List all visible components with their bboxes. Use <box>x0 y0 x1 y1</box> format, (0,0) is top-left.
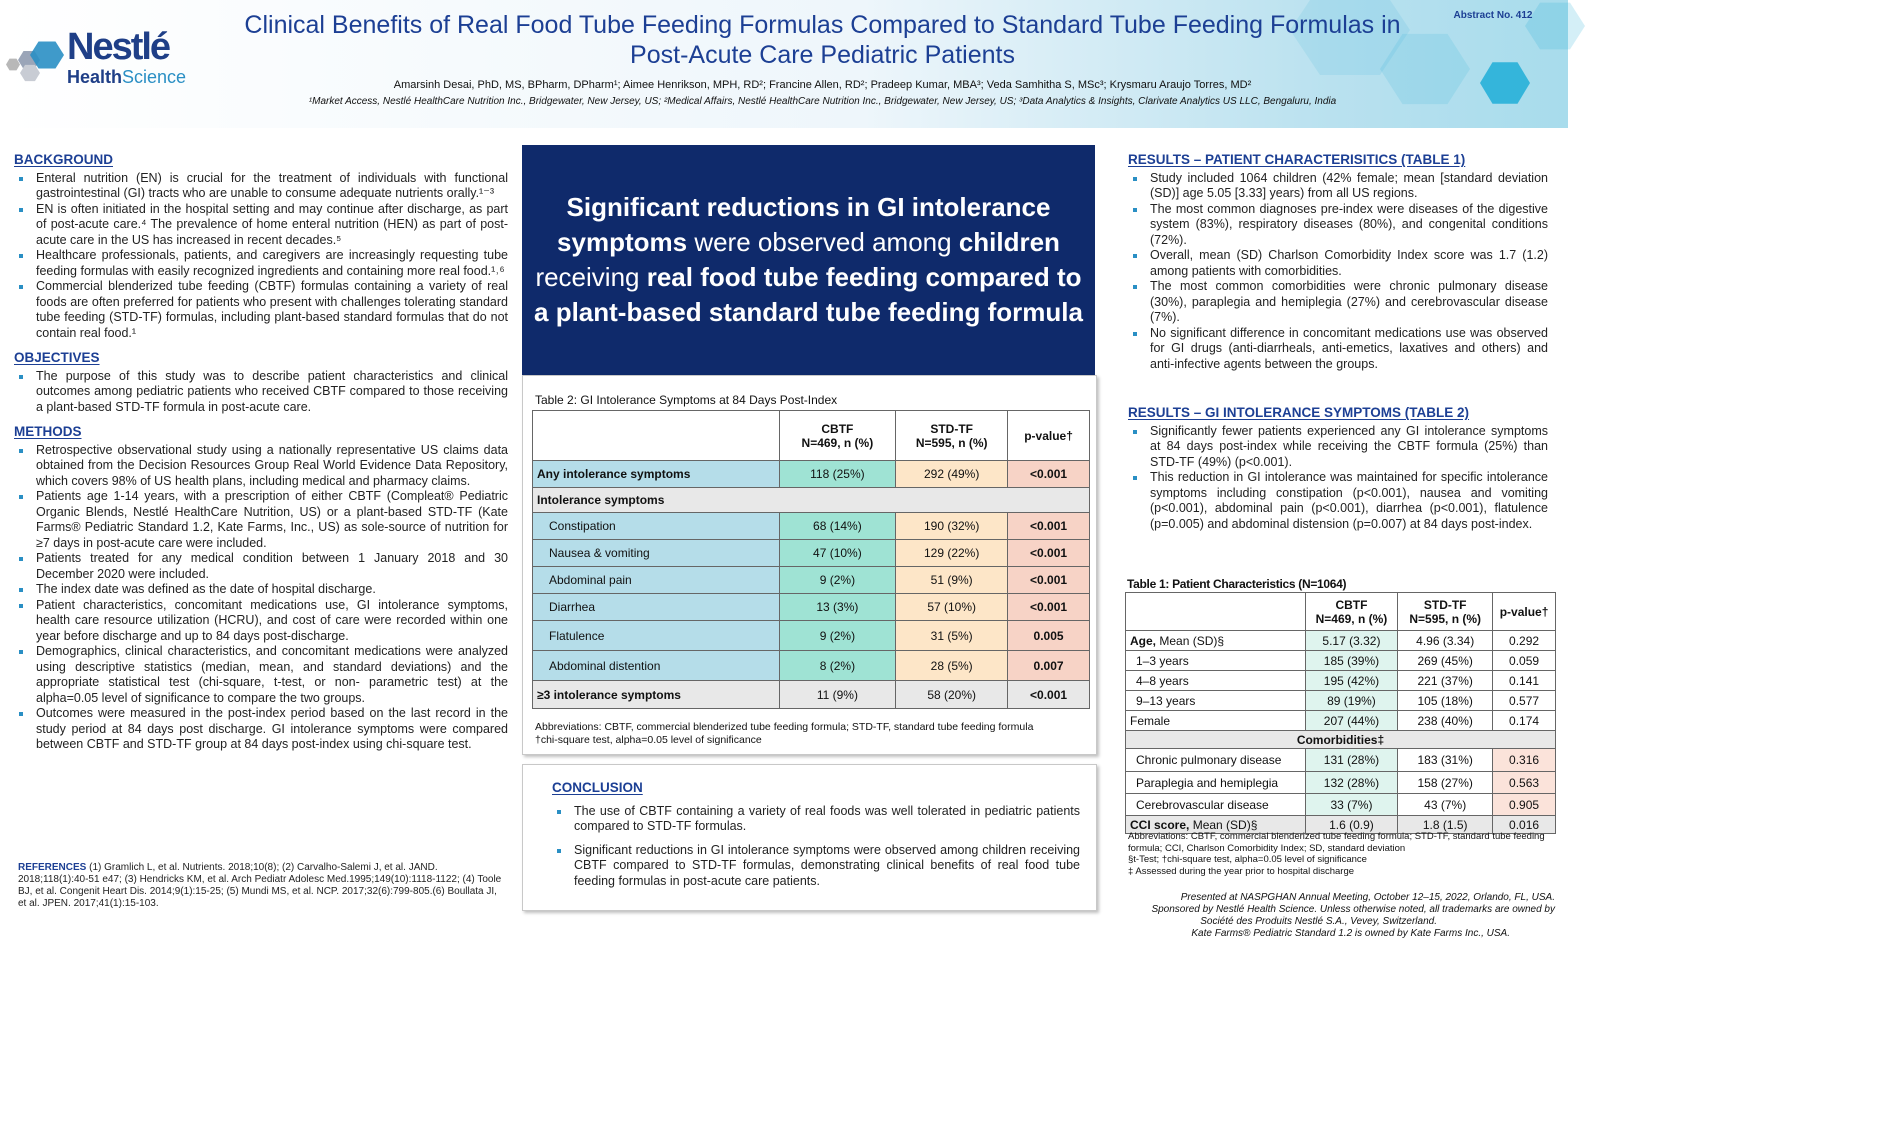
table-row: Abdominal distention 8 (2%) 28 (5%) 0.00… <box>532 650 1090 681</box>
list-item: The purpose of this study was to describ… <box>19 368 508 414</box>
objectives-list: The purpose of this study was to describ… <box>14 369 508 416</box>
list-item: Significantly fewer patients experienced… <box>1133 423 1548 469</box>
table-row: Flatulence 9 (2%) 31 (5%) 0.005 <box>532 620 1090 651</box>
affiliations: ¹Market Access, Nestlé HealthCare Nutrit… <box>308 96 1337 107</box>
table-row: Nausea & vomiting 47 (10%) 129 (22%) <0.… <box>532 539 1090 567</box>
list-item: Overall, mean (SD) Charlson Comorbidity … <box>1133 248 1548 278</box>
table1: CBTF N=469, n (%) STD-TF N=595, n (%) p-va… <box>1125 592 1556 834</box>
table-row: Chronic pulmonary disease 131 (28%) 183 … <box>1125 748 1556 772</box>
table-row: Intolerance symptoms <box>532 487 1090 513</box>
methods-list: Retrospective observational study using … <box>14 443 508 753</box>
list-item: Retrospective observational study using … <box>19 442 508 488</box>
table-row: Paraplegia and hemiplegia 132 (28%) 158 … <box>1125 771 1556 794</box>
conclusion-panel <box>522 764 1097 911</box>
key-finding-box: Significant reductions in GI intolerance… <box>522 145 1095 375</box>
list-item: The index date was defined as the date o… <box>19 582 508 598</box>
table1-caption: Table 1: Patient Characteristics (N=1064… <box>1127 577 1347 591</box>
table2: CBTF N=469, n (%) STD-TF N=595, n (%) p-va… <box>532 410 1090 709</box>
table-row: ≥3 intolerance symptoms 11 (9%) 58 (20%)… <box>532 680 1090 709</box>
background-heading: BACKGROUND <box>14 152 113 167</box>
list-item: Study included 1064 children (42% female… <box>1133 170 1548 200</box>
table-row: Any intolerance symptoms 118 (25%) 292 (… <box>532 460 1090 488</box>
table-header <box>532 410 780 461</box>
table-row: Constipation 68 (14%) 190 (32%) <0.001 <box>532 512 1090 540</box>
table1-notes: Abbreviations: CBTF, commercial blenderi… <box>1128 831 1545 877</box>
list-item: Outcomes were measured in the post-index… <box>19 706 508 751</box>
poster-title: Clinical Benefits of Real Food Tube Feed… <box>244 11 1401 69</box>
results1-list: Study included 1064 children (42% female… <box>1128 171 1548 373</box>
logo-icon <box>6 40 68 85</box>
list-item: EN is often initiated in the hospital se… <box>19 201 508 247</box>
table-row: Abdominal pain 9 (2%) 51 (9%) <0.001 <box>532 566 1090 594</box>
list-item: Enteral nutrition (EN) is crucial for th… <box>19 170 508 200</box>
table-header: STD-TF N=595, n (%) <box>1397 592 1494 631</box>
table-row: 4–8 years 195 (42%) 221 (37%) 0.141 <box>1125 670 1556 691</box>
list-item: Patient characteristics, concomitant med… <box>19 597 508 643</box>
list-item: Patients age 1-14 years, with a prescrip… <box>19 489 508 550</box>
results2-heading: RESULTS – GI INTOLERANCE SYMPTOMS (TABLE… <box>1128 405 1470 420</box>
abstract-number: Abstract No. 412 <box>1453 10 1533 21</box>
table-row: CCI score, Mean (SD)§ 1.6 (0.9) 1.8 (1.5… <box>1125 815 1556 834</box>
table-row: Age, Mean (SD)§ 5.17 (3.32) 4.96 (3.34) … <box>1125 630 1556 651</box>
list-item: Healthcare professionals, patients, and … <box>19 248 508 278</box>
methods-heading: METHODS <box>14 424 82 439</box>
conclusion-list: The use of CBTF containing a variety of … <box>552 804 1080 890</box>
list-item: The most common diagnoses pre-index were… <box>1133 201 1548 247</box>
table-row: Female 207 (44%) 238 (40%) 0.174 <box>1125 710 1556 731</box>
table2-notes: Abbreviations: CBTF, commercial blenderi… <box>535 721 1034 746</box>
table-header <box>1125 592 1306 631</box>
logo-nestle: Nestlé <box>67 26 171 68</box>
list-item: No significant difference in concomitant… <box>1133 325 1548 371</box>
conclusion-heading: CONCLUSION <box>552 780 643 795</box>
results1-heading: RESULTS – PATIENT CHARACTERISITICS (TABL… <box>1128 152 1466 167</box>
hexagon-decoration <box>1480 62 1530 104</box>
conclusion-section: CONCLUSION The use of CBTF containing a … <box>552 780 1080 889</box>
table-header: CBTF N=469, n (%) <box>1304 592 1399 631</box>
table-row: 1–3 years 185 (39%) 269 (45%) 0.059 <box>1125 650 1556 671</box>
table-row: Diarrhea 13 (3%) 57 (10%) <0.001 <box>532 593 1090 621</box>
list-item: Significant reductions in GI intolerance… <box>557 842 1080 888</box>
objectives-heading: OBJECTIVES <box>14 350 100 365</box>
authors: Amarsinh Desai, PhD, MS, BPharm, DPharm¹… <box>393 79 1252 91</box>
table-header: STD-TF N=595, n (%) <box>895 410 1009 461</box>
list-item: Demographics, clinical characteristics, … <box>19 644 508 705</box>
list-item: The most common comorbidities were chron… <box>1133 279 1548 324</box>
footer-disclosure: Presented at NASPGHAN Annual Meeting, Oc… <box>1151 892 1555 939</box>
table-row: Comorbidities‡ <box>1125 730 1556 749</box>
results2-list: Significantly fewer patients experienced… <box>1128 424 1548 533</box>
header-banner <box>0 0 1585 128</box>
background-list: Enteral nutrition (EN) is crucial for th… <box>14 171 508 342</box>
table-header: CBTF N=469, n (%) <box>778 410 897 461</box>
list-item: The use of CBTF containing a variety of … <box>557 803 1080 833</box>
results2-section: RESULTS – GI INTOLERANCE SYMPTOMS (TABLE… <box>1128 405 1548 532</box>
list-item: Commercial blenderized tube feeding (CBT… <box>19 279 508 340</box>
list-item: Patients treated for any medical conditi… <box>19 551 508 581</box>
table-row: 9–13 years 89 (19%) 105 (18%) 0.577 <box>1125 690 1556 711</box>
results1-section: RESULTS – PATIENT CHARACTERISITICS (TABL… <box>1128 152 1548 372</box>
table-header: p-value† <box>1007 410 1090 461</box>
table2-caption: Table 2: GI Intolerance Symptoms at 84 D… <box>535 393 838 407</box>
logo-health-science: HealthScience <box>67 67 187 87</box>
table-header: p-value† <box>1492 592 1556 631</box>
left-column: BACKGROUND Enteral nutrition (EN) is cru… <box>14 152 508 753</box>
list-item: This reduction in GI intolerance was mai… <box>1133 470 1548 531</box>
table-row: Cerebrovascular disease 33 (7%) 43 (7%) … <box>1125 793 1556 816</box>
references: REFERENCES (1) Gramlich L, et al. Nutrie… <box>18 862 502 909</box>
